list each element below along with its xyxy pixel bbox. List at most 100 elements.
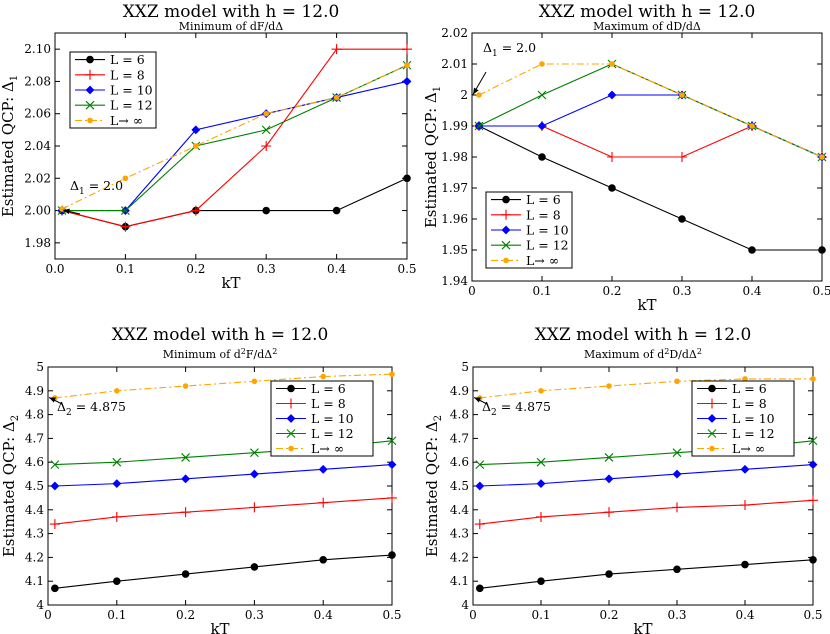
x-tick-label: 0.2 [602, 284, 621, 298]
annotation-arrow-head [474, 397, 481, 403]
data-point [49, 519, 60, 530]
data-point [740, 500, 750, 511]
series-line [54, 497, 393, 525]
data-point [810, 376, 816, 382]
data-point [538, 153, 546, 161]
data-point [749, 123, 755, 129]
series-2 [49, 492, 397, 530]
data-point [819, 154, 825, 160]
y-tick-label: 1.94 [441, 274, 468, 288]
y-tick-label: 4.7 [450, 431, 469, 445]
x-tick-label: 0.0 [45, 262, 64, 276]
series-1 [475, 122, 826, 254]
data-point [818, 246, 826, 254]
data-point [740, 464, 750, 474]
data-point [604, 453, 614, 462]
legend-marker [85, 85, 95, 95]
chart-panel-3: XXZ model with h = 12.0 Minimum of d2F/dΔ… [0, 325, 402, 634]
series-line [54, 373, 393, 399]
y-tick-label: 4.1 [25, 574, 44, 588]
x-tick-label: 0 [468, 284, 476, 298]
data-point [180, 507, 191, 518]
data-point [318, 497, 329, 508]
legend-marker [707, 398, 717, 409]
data-point [249, 502, 260, 513]
data-point [673, 565, 681, 574]
y-tick-label: 4.3 [25, 527, 44, 541]
data-point [536, 457, 546, 467]
y-tick-label: 1.98 [441, 150, 468, 164]
data-point [741, 560, 749, 569]
data-point [181, 474, 191, 484]
y-tick-label: 2.02 [441, 26, 468, 40]
data-point [50, 481, 60, 491]
data-point [50, 460, 60, 469]
x-tick-label: 0 [44, 608, 52, 622]
x-tick-label: 0.2 [599, 608, 618, 622]
y-tick-label: 4.9 [25, 384, 44, 398]
x-tick-label: 0.1 [532, 284, 551, 298]
data-point [607, 152, 617, 162]
legend-marker [288, 445, 294, 452]
series-1 [51, 551, 396, 593]
y-tick-label: 4.5 [25, 479, 44, 493]
legend-marker [707, 429, 717, 438]
series-2 [474, 495, 818, 530]
x-tick-label: 0.4 [735, 608, 754, 622]
data-point [475, 460, 485, 469]
legend-marker [85, 100, 95, 110]
y-tick-label: 2 [460, 88, 468, 102]
x-axis-label: kT [633, 620, 652, 634]
legend-label: L = 8 [110, 67, 145, 82]
legend: L = 6L = 8L = 10L = 12L→ ∞ [69, 51, 157, 129]
y-tick-label: 5 [36, 360, 44, 374]
y-tick-label: 4 [36, 598, 44, 612]
annotation-text: Δ2 = 4.875 [57, 399, 126, 418]
legend-label: L = 10 [732, 411, 775, 426]
data-point [476, 584, 484, 593]
series-4 [474, 59, 827, 162]
legend-label: L = 10 [311, 411, 354, 426]
legend-marker [286, 414, 296, 423]
data-point [332, 206, 341, 215]
legend: L = 6L = 8L = 10L = 12L→ ∞ [485, 191, 573, 269]
data-point [402, 44, 412, 55]
data-point [677, 152, 687, 162]
legend-label: L = 6 [732, 381, 767, 396]
x-tick-label: 0.3 [245, 608, 264, 622]
legend-marker [286, 429, 296, 438]
y-axis-label: Estimated QCP: Δ2 [423, 415, 444, 557]
series-line [479, 499, 814, 525]
x-tick-label: 0.5 [397, 262, 416, 276]
series-line [61, 48, 407, 228]
data-point [320, 373, 327, 380]
x-tick-label: 0.1 [116, 262, 135, 276]
y-tick-label: 1.98 [24, 236, 51, 250]
annotation-text: Δ1 = 2.0 [70, 178, 123, 197]
data-point [605, 570, 613, 578]
data-point [604, 474, 614, 484]
series-line [478, 125, 822, 251]
legend-label: L = 12 [110, 98, 153, 113]
legend-label: L = 10 [526, 223, 569, 238]
x-tick-label: 0.4 [314, 608, 333, 622]
data-point [249, 469, 259, 479]
chart-panel-4: XXZ model with h = 12.0 Maximum of d2D/dΔ… [423, 325, 823, 634]
legend-marker [85, 69, 95, 80]
data-point [388, 551, 396, 559]
legend-label: L = 12 [526, 238, 569, 253]
data-point [318, 464, 328, 474]
data-point [113, 577, 121, 586]
data-point [387, 436, 397, 446]
y-tick-label: 2.01 [441, 57, 468, 71]
data-point [539, 61, 545, 67]
data-point [120, 221, 131, 232]
data-point [402, 77, 412, 86]
chart-title: XXZ model with h = 12.0 [539, 2, 756, 22]
annotation-arrow-head [49, 397, 56, 403]
legend: L = 6L = 8L = 10L = 12L→ ∞ [691, 380, 795, 457]
data-point [193, 143, 199, 149]
y-tick-label: 4.3 [450, 527, 469, 541]
y-tick-label: 2.04 [24, 139, 51, 153]
data-point [672, 469, 682, 479]
